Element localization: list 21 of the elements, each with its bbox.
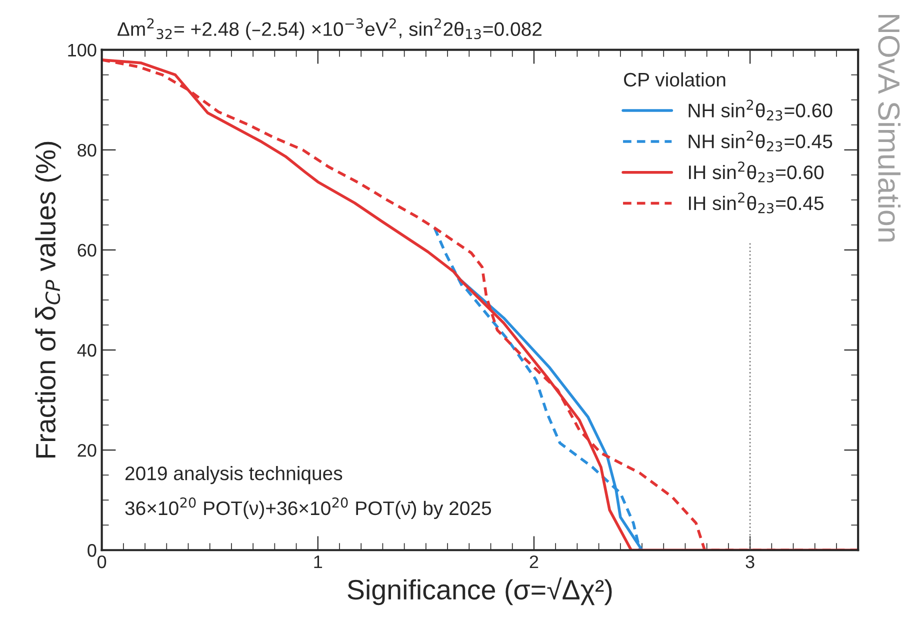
y-tick-label: 100 xyxy=(68,44,96,57)
y-tick-label: 40 xyxy=(77,344,96,357)
legend-label: IH sin$^{2}$θ$_{23}$=0.45 xyxy=(688,192,824,214)
y-tick-label: 80 xyxy=(78,144,96,157)
y-tick-label: 60 xyxy=(78,244,96,257)
y-tick-label: 0 xyxy=(88,544,96,557)
y-axis-title: Fraction of δ$_{CP}$ values (%) xyxy=(35,142,62,458)
y-tick-label: 20 xyxy=(78,444,96,457)
x-tick-label: 2 xyxy=(530,555,538,568)
x-tick-label: 0 xyxy=(97,555,106,568)
text: NOvA Simulation xyxy=(878,14,901,242)
legend-label: IH sin$^{2}$θ$_{23}$=0.60 xyxy=(688,161,824,182)
x-tick-label: 1 xyxy=(314,556,322,568)
annotation: 2019 analysis techniques xyxy=(125,466,342,484)
annotation: 36×10$^{20}$ POT(ν)+36×10$^{20}$ POT(ν̄) by 2025 xyxy=(125,497,492,519)
chart-title: Δm$^{2}$$_{32}$= +2.48 (–2.54) ×10$^{−3}$eV$^{2}$, sin$^{2}$2θ$_{13}$=0.082 xyxy=(118,18,542,40)
legend-label: NH sin$^{2}$θ$_{23}$=0.45 xyxy=(688,130,832,152)
legend-title: CP violation xyxy=(624,72,726,87)
x-tick-label: 3 xyxy=(746,555,754,568)
x-axis-title: Significance (σ=√Δχ²) xyxy=(348,577,612,606)
legend-label: NH sin$^{2}$θ$_{23}$=0.60 xyxy=(688,100,832,121)
